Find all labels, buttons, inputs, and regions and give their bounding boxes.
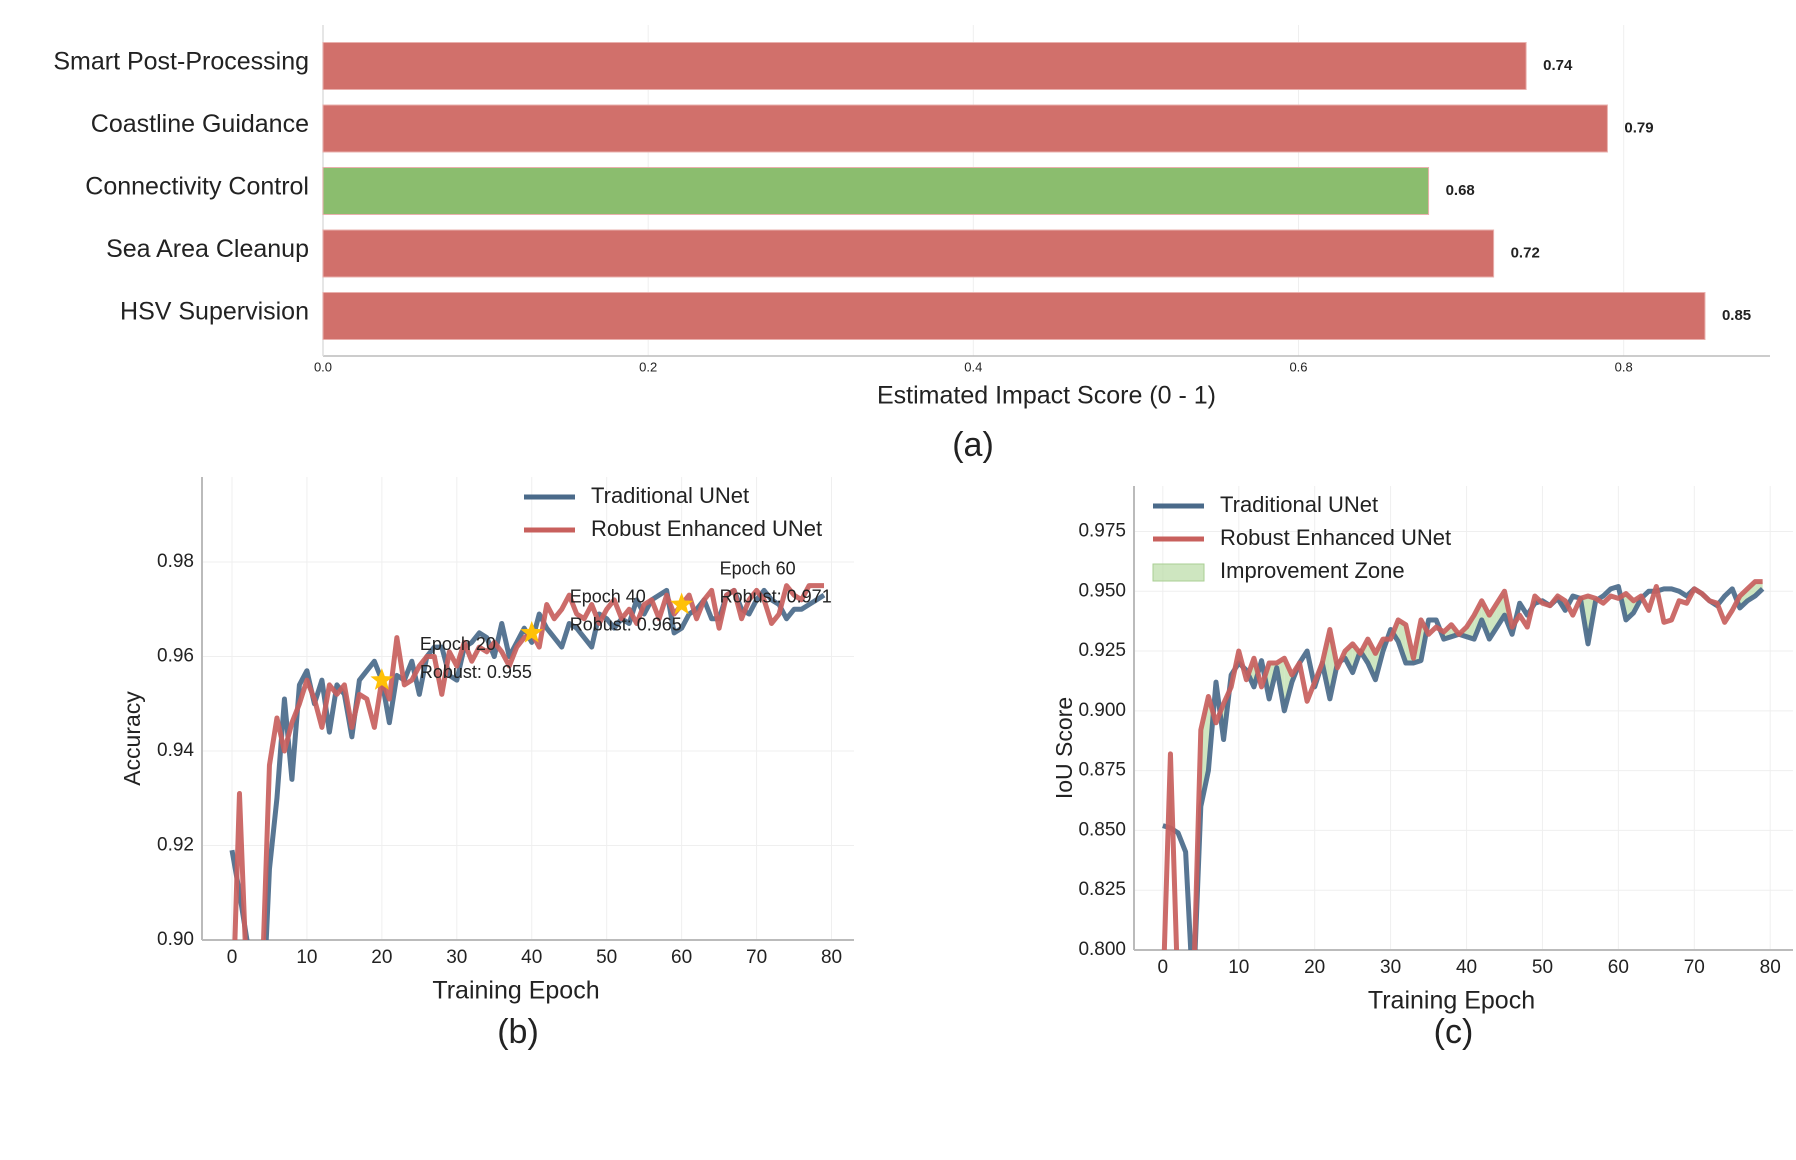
- annotation-text: Robust: 0.955: [420, 662, 532, 682]
- bar: [322, 104, 1608, 153]
- bar: [322, 167, 1430, 215]
- x-tick-label: 0: [1158, 957, 1169, 978]
- annotation-text: Robust: 0.971: [720, 586, 832, 606]
- x-tick-label: 80: [821, 947, 842, 968]
- y-tick-label: 0.800: [1078, 939, 1126, 960]
- series-line: [1162, 583, 1765, 950]
- y-tick-label: 0.92: [157, 835, 194, 856]
- bar: [322, 42, 1527, 90]
- x-tick-label: 30: [1380, 957, 1401, 978]
- y-tick-label: 0.925: [1078, 640, 1126, 661]
- y-axis-label: Accuracy: [119, 691, 145, 786]
- legend-swatch: [1152, 563, 1205, 582]
- x-tick-label: 40: [1456, 957, 1477, 978]
- legend-label: Improvement Zone: [1220, 558, 1405, 583]
- value-label: 0.68: [1446, 182, 1475, 199]
- x-tick-label: 20: [1304, 957, 1325, 978]
- annotation-text: Robust: 0.965: [570, 615, 682, 635]
- legend-label: Robust Enhanced UNet: [1220, 525, 1451, 550]
- x-tick-label: 80: [1760, 957, 1781, 978]
- x-tick-label: 40: [521, 947, 542, 968]
- x-tick-label: 50: [1532, 957, 1553, 978]
- x-tick-label: 10: [1228, 957, 1249, 978]
- x-tick-label: 0: [227, 947, 238, 968]
- y-tick-label: 0.98: [157, 551, 194, 572]
- y-tick-label: 0.96: [157, 646, 194, 667]
- panel-label: (b): [497, 1013, 539, 1051]
- y-axis-label: IoU Score: [1051, 697, 1077, 799]
- x-tick-label: 60: [671, 947, 692, 968]
- annotation-marker: [370, 668, 394, 690]
- value-label: 0.85: [1722, 307, 1751, 324]
- panel-label: (a): [952, 426, 994, 464]
- annotation-marker: [670, 592, 694, 615]
- category-label: HSV Supervision: [120, 298, 309, 326]
- x-tick-label: 10: [296, 947, 317, 968]
- x-tick-label: 0.2: [639, 359, 657, 374]
- annotation-marker: [520, 620, 544, 643]
- legend-label: Traditional UNet: [1220, 492, 1378, 517]
- x-tick-label: 70: [746, 947, 767, 968]
- x-tick-label: 50: [596, 947, 617, 968]
- bar: [322, 229, 1495, 278]
- x-tick-label: 60: [1608, 957, 1629, 978]
- x-axis-label: Estimated Impact Score (0 - 1): [877, 382, 1216, 410]
- annotation-text: Epoch 40: [570, 587, 646, 607]
- annotation-text: Epoch 60: [720, 558, 796, 578]
- y-tick-label: 0.90: [157, 929, 194, 950]
- x-tick-label: 30: [446, 947, 467, 968]
- panel-label: (c): [1434, 1013, 1474, 1051]
- x-axis-label: Training Epoch: [1368, 987, 1535, 1015]
- legend-label: Robust Enhanced UNet: [591, 516, 822, 541]
- series-line: [1161, 579, 1763, 950]
- legend-label: Traditional UNet: [591, 483, 749, 508]
- category-label: Smart Post-Processing: [53, 48, 309, 76]
- value-label: 0.79: [1624, 119, 1653, 136]
- x-tick-label: 20: [371, 947, 392, 968]
- value-label: 0.74: [1543, 57, 1573, 74]
- bar: [322, 292, 1706, 340]
- y-tick-label: 0.94: [157, 740, 194, 761]
- plot-area: [1161, 579, 1765, 950]
- x-tick-label: 70: [1684, 957, 1705, 978]
- y-tick-label: 0.875: [1078, 760, 1126, 781]
- x-tick-label: 0.8: [1615, 359, 1633, 374]
- x-tick-label: 0.6: [1289, 359, 1307, 374]
- x-tick-label: 0.4: [964, 359, 982, 374]
- y-tick-label: 0.825: [1078, 879, 1126, 900]
- category-label: Sea Area Cleanup: [106, 235, 309, 263]
- value-label: 0.72: [1511, 244, 1540, 261]
- y-tick-label: 0.900: [1078, 700, 1126, 721]
- annotation-text: Epoch 20: [420, 634, 496, 654]
- x-tick-label: 0.0: [314, 359, 332, 374]
- category-label: Connectivity Control: [85, 173, 309, 201]
- y-tick-label: 0.950: [1078, 580, 1126, 601]
- y-tick-label: 0.850: [1078, 819, 1126, 840]
- y-tick-label: 0.975: [1078, 520, 1126, 541]
- x-axis-label: Training Epoch: [432, 977, 599, 1005]
- category-label: Coastline Guidance: [91, 110, 309, 138]
